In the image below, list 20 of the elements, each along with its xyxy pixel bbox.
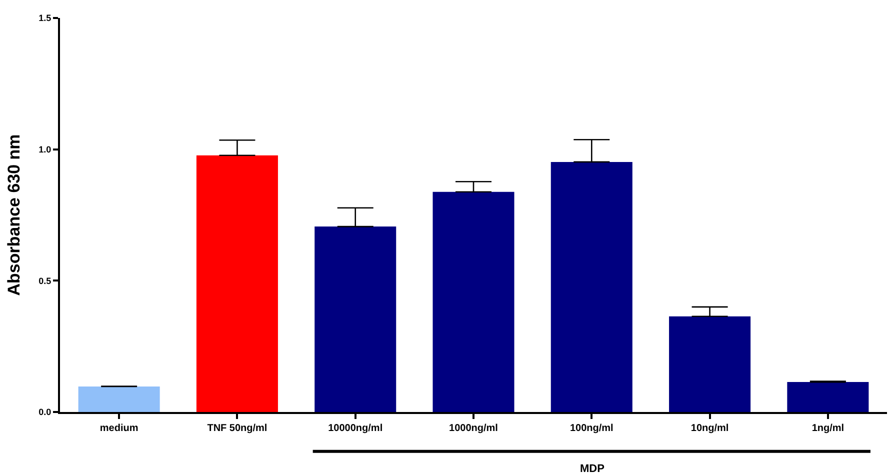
y-tick-label: 1.5 [38, 13, 52, 24]
x-tick-label: 1ng/ml [812, 423, 844, 434]
bar [432, 192, 514, 412]
x-tick-label: 1000ng/ml [449, 423, 498, 434]
x-tick-label: 10000ng/ml [328, 423, 383, 434]
y-tick-label: 0.0 [38, 407, 52, 418]
y-tick-label: 0.5 [38, 276, 52, 286]
x-tick-label: TNF 50ng/ml [207, 423, 268, 434]
bar [78, 386, 160, 412]
bar [314, 226, 396, 412]
bar [787, 382, 869, 412]
bar [196, 155, 278, 412]
y-axis-title: Absorbance 630 nm [4, 134, 24, 296]
x-tick-label: medium [100, 423, 138, 434]
bar [550, 162, 632, 412]
x-tick-label: 10ng/ml [690, 423, 729, 434]
bar [669, 316, 751, 412]
text: MDP [580, 463, 604, 475]
y-tick-label: 1.0 [38, 144, 52, 154]
x-tick-label: 100ng/ml [570, 423, 614, 434]
